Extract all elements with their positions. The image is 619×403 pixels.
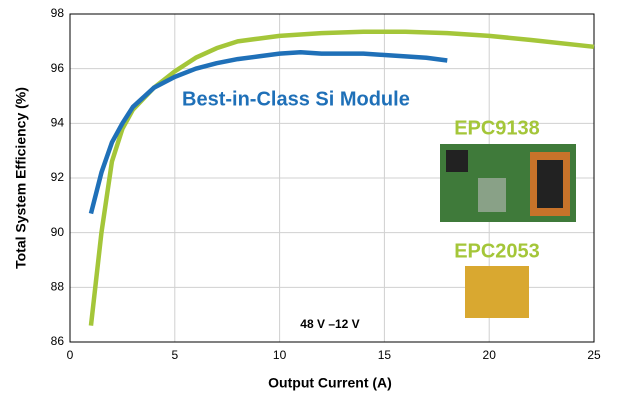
series-line	[91, 52, 447, 213]
y-axis-title: Total System Efficiency (%)	[13, 87, 29, 269]
y-tick-label: 86	[51, 334, 65, 348]
board-image	[440, 144, 576, 222]
chart: 0 5 10 15 20 25 86 88 90 92 94 96 98 Output Current …	[0, 0, 619, 403]
y-tick-label: 92	[51, 170, 65, 184]
y-tick-label: 96	[51, 61, 65, 75]
y-tick-label: 90	[51, 225, 65, 239]
annotation: EPC2053	[454, 240, 540, 262]
y-tick-label: 98	[51, 6, 65, 20]
x-tick-label: 20	[483, 348, 497, 362]
x-tick-label: 10	[273, 348, 287, 362]
x-tick-label: 0	[67, 348, 74, 362]
y-tick-label: 88	[51, 280, 65, 294]
x-tick-label: 5	[171, 348, 178, 362]
y-tick-label: 94	[51, 116, 65, 130]
annotation: 48 V –12 V	[300, 317, 359, 331]
annotation: EPC9138	[454, 117, 540, 139]
x-tick-label: 15	[378, 348, 392, 362]
annotation: Best-in-Class Si Module	[182, 88, 410, 110]
x-axis-title: Output Current (A)	[268, 375, 392, 391]
x-tick-label: 25	[587, 348, 601, 362]
chip-image	[465, 266, 529, 318]
